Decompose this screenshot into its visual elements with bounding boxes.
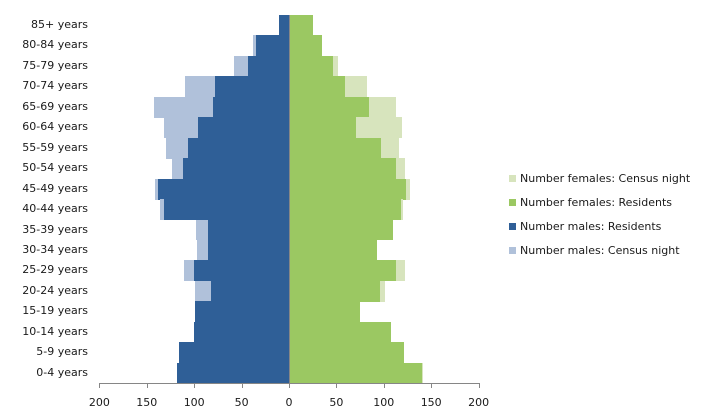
bar — [208, 219, 289, 241]
bar — [290, 137, 381, 159]
bar — [194, 260, 289, 282]
y-axis-label: 25-29 years — [22, 263, 88, 277]
legend-label: Number females: Census night — [520, 171, 691, 185]
legend-item-females-census: Number females: Census night — [509, 166, 690, 190]
bar — [290, 321, 392, 343]
bar — [290, 199, 401, 220]
x-tick-label: 150 — [420, 396, 442, 409]
x-tick-label: 200 — [88, 396, 110, 409]
bar — [208, 239, 289, 261]
y-axis-label: 80-84 years — [22, 38, 88, 52]
bar — [290, 76, 345, 98]
y-axis-label: 0-4 years — [36, 365, 88, 379]
y-axis-label: 65-69 years — [22, 99, 88, 113]
x-tick-mark — [242, 383, 243, 388]
legend-label: Number females: Residents — [520, 195, 673, 209]
x-tick-mark — [431, 383, 432, 388]
bar — [290, 55, 333, 77]
y-axis-label: 40-44 years — [22, 202, 88, 216]
y-axis-label: 70-74 years — [22, 79, 88, 93]
y-axis-label: 20-24 years — [22, 283, 88, 297]
legend-item-males-census: Number males: Census night — [509, 238, 690, 262]
bar — [194, 321, 289, 343]
x-tick-label: 100 — [183, 396, 205, 409]
legend-swatch — [509, 198, 516, 206]
legend: Number females: Census night Number fema… — [509, 166, 690, 262]
bar — [182, 158, 289, 180]
bar — [215, 76, 289, 98]
y-axis-label: 45-49 years — [22, 181, 88, 195]
bar — [163, 199, 289, 220]
x-tick-mark — [479, 383, 480, 388]
center-axis-line — [289, 15, 290, 384]
bar — [197, 117, 289, 139]
bar — [211, 280, 289, 302]
bar — [290, 219, 394, 241]
y-axis-label: 15-19 years — [22, 304, 88, 318]
x-tick-label: 0 — [285, 396, 293, 409]
bar — [177, 362, 289, 384]
bar — [195, 301, 289, 323]
bar — [179, 342, 289, 364]
legend-swatch — [509, 246, 516, 254]
bar — [187, 137, 289, 159]
legend-swatch — [509, 222, 516, 230]
x-tick-label: 100 — [373, 396, 395, 409]
bar — [290, 342, 404, 364]
y-axis-label: 85+ years — [31, 18, 88, 31]
legend-item-females-residents: Number females: Residents — [509, 190, 690, 214]
bar — [290, 280, 381, 302]
bar — [290, 301, 361, 323]
x-tick-label: 50 — [329, 396, 344, 409]
y-axis-label: 55-59 years — [22, 140, 88, 154]
y-axis-label: 35-39 years — [22, 222, 88, 236]
bar — [290, 260, 397, 282]
y-axis-label: 10-14 years — [22, 324, 88, 338]
y-axis-label: 75-79 years — [22, 58, 88, 72]
bar — [290, 362, 422, 384]
x-tick-mark — [99, 383, 100, 388]
legend-item-males-residents: Number males: Residents — [509, 214, 690, 238]
bar — [290, 178, 406, 200]
x-tick-mark — [147, 383, 148, 388]
bar — [158, 178, 289, 200]
legend-label: Number males: Census night — [520, 243, 680, 257]
y-axis-label: 5-9 years — [36, 345, 88, 359]
bar — [290, 35, 323, 57]
bar — [290, 96, 369, 118]
legend-swatch — [509, 174, 516, 182]
x-tick-mark — [384, 383, 385, 388]
x-tick-label: 150 — [136, 396, 158, 409]
bar — [255, 35, 289, 57]
bar — [213, 96, 289, 118]
bar — [290, 239, 378, 261]
bar — [290, 15, 313, 36]
legend-label: Number males: Residents — [520, 219, 662, 233]
x-tick-mark — [336, 383, 337, 388]
x-tick-label: 200 — [468, 396, 490, 409]
bar — [278, 15, 289, 36]
y-axis-label: 60-64 years — [22, 120, 88, 134]
x-tick-mark — [289, 383, 290, 388]
x-tick-mark — [194, 383, 195, 388]
bar — [290, 117, 357, 139]
y-axis-label: 50-54 years — [22, 161, 88, 175]
x-tick-label: 50 — [234, 396, 249, 409]
y-axis-label: 30-34 years — [22, 242, 88, 256]
bar — [290, 158, 397, 180]
bar — [248, 55, 289, 77]
